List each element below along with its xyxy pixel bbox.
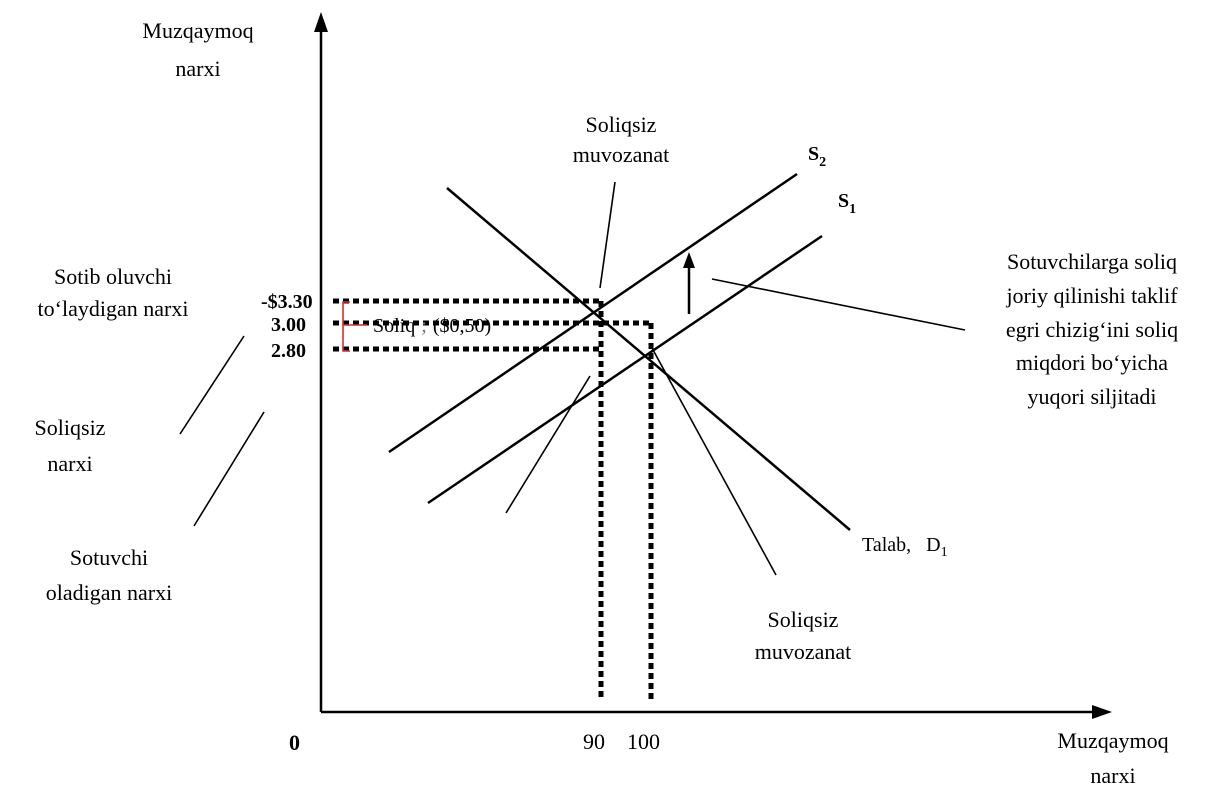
shift-note-line1: Sotuvchilarga soliq [1007, 249, 1177, 274]
pointer-seller-curve [505, 375, 591, 514]
supply-curve-s2 [388, 172, 798, 454]
tick-seller-price: 2.80 [271, 340, 306, 362]
buyer-price-label-line2: to‘laydigan narxi [38, 296, 189, 321]
y-axis-title-line2: narxi [175, 56, 220, 81]
x-axis-arrow-icon [1092, 705, 1112, 719]
shift-note-line3: egri chizig‘ini soliq [1006, 317, 1178, 342]
y-axis-title-line1: Muzqaymoq [142, 18, 253, 43]
free-price-label-line1: Soliqsiz [35, 415, 106, 440]
y-axis-arrow-icon [314, 12, 328, 32]
eq-top-line2: muvozanat [573, 142, 670, 167]
seller-price-label-line2: oladigan narxi [46, 580, 172, 605]
eq-bottom-line2: muvozanat [755, 639, 852, 664]
x-axis-title-line2: narxi [1090, 763, 1135, 788]
pointer-free-price [179, 335, 245, 435]
seller-price-label-line1: Sotuvchi [70, 545, 148, 570]
tick-q-tax: 90 [583, 729, 605, 754]
label-s1: S1 [838, 190, 856, 217]
shift-note-line2: joriy qilinishi taklif [1005, 283, 1178, 308]
shift-note-line4: miqdori bo‘yicha [1016, 350, 1168, 375]
supply-curve-s1 [427, 234, 823, 505]
eq-top-line1: Soliqsiz [586, 112, 657, 137]
pointer-seller-price [193, 411, 265, 527]
tick-buyer-price: -$3.30 [261, 291, 313, 313]
label-demand: Talab, D1 [862, 534, 948, 560]
tax-bracket [342, 301, 367, 352]
label-s2: S2 [808, 143, 826, 170]
free-price-label-line2: narxi [47, 451, 92, 476]
tick-equilibrium-price: 3.00 [271, 314, 306, 336]
eq-bottom-line1: Soliqsiz [768, 607, 839, 632]
origin-label: 0 [289, 730, 300, 755]
tax-label: Soliq; ($0,50) [373, 315, 491, 337]
shift-arrow-head-icon [683, 252, 695, 268]
tick-q-free: 100 [627, 729, 660, 754]
shift-note-line5: yuqori siljitadi [1028, 384, 1157, 409]
pointer-eq-bottom [651, 347, 777, 576]
buyer-price-label-line1: Sotib oluvchi [54, 264, 172, 289]
pointer-shift-note [711, 278, 966, 331]
x-axis-title-line1: Muzqaymoq [1057, 728, 1168, 753]
pointer-eq-top [599, 181, 616, 289]
